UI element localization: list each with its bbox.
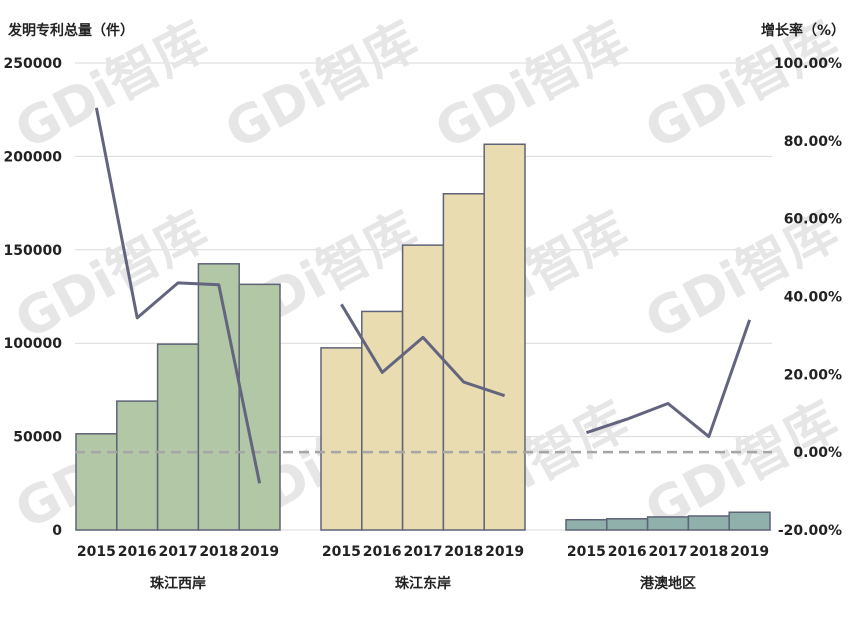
bar-2018: [687, 515, 730, 531]
bar-2017: [156, 343, 200, 531]
bar-2019: [483, 143, 526, 531]
year-label: 2017: [159, 544, 198, 560]
right-tick-label: 40.00%: [784, 290, 842, 306]
year-label: 2017: [649, 544, 688, 560]
group-label: 港澳地区: [640, 575, 696, 592]
year-label: 2015: [322, 544, 361, 560]
year-label: 2016: [608, 544, 647, 560]
left-axis-title: 发明专利总量（件）: [7, 22, 134, 39]
left-axis-ticks: 0 50000 100000 150000 200000 250000: [4, 56, 63, 539]
year-label: 2016: [118, 544, 157, 560]
bar-2019: [728, 511, 771, 531]
left-tick-label: 150000: [4, 243, 63, 259]
right-axis-title: 增长率（%）: [761, 22, 845, 39]
bar-2018: [197, 263, 240, 531]
year-label: 2017: [404, 544, 443, 560]
watermark-text: GDi智库: [216, 11, 428, 161]
year-label: 2015: [77, 544, 116, 560]
bar-2019: [238, 283, 281, 531]
watermark-text: GDi智库: [6, 201, 218, 351]
left-tick-label: 50000: [13, 430, 62, 446]
right-axis-ticks: -20.00% 0.00% 20.00% 40.00% 60.00% 80.00% 100.…: [774, 56, 842, 539]
bar-2015: [75, 433, 118, 531]
left-tick-label: 0: [52, 523, 62, 539]
bar-2017: [646, 516, 690, 531]
bar-2016: [116, 400, 159, 531]
right-tick-label: 20.00%: [784, 367, 842, 383]
bar-2016: [606, 518, 649, 531]
growth-line-2: [585, 319, 752, 439]
year-label: 2019: [730, 544, 769, 560]
bar-2018: [442, 193, 485, 531]
left-tick-label: 100000: [4, 336, 63, 352]
left-tick-label: 250000: [4, 56, 63, 72]
growth-lines: [94, 107, 752, 484]
watermark-text: GDi智库: [426, 11, 638, 161]
right-tick-label: 100.00%: [774, 56, 842, 72]
right-tick-label: -20.00%: [778, 523, 842, 539]
group-label: 珠江西岸: [150, 575, 206, 592]
year-label: 2018: [444, 544, 483, 560]
group-label: 珠江东岸: [395, 575, 451, 592]
year-label: 2019: [485, 544, 524, 560]
growth-line-0: [94, 107, 262, 484]
year-label: 2015: [567, 544, 606, 560]
bar-2015: [565, 518, 608, 531]
right-tick-label: 0.00%: [793, 445, 842, 461]
year-label: 2018: [689, 544, 728, 560]
right-tick-label: 80.00%: [784, 134, 842, 150]
right-tick-label: 60.00%: [784, 212, 842, 228]
growth-line-1: [340, 303, 506, 398]
bar-2017: [401, 244, 445, 531]
bar-2016: [361, 310, 404, 531]
year-label: 2016: [363, 544, 402, 560]
left-tick-label: 200000: [4, 149, 63, 165]
year-label: 2019: [240, 544, 279, 560]
bar-2015: [320, 347, 363, 531]
year-label: 2018: [199, 544, 238, 560]
